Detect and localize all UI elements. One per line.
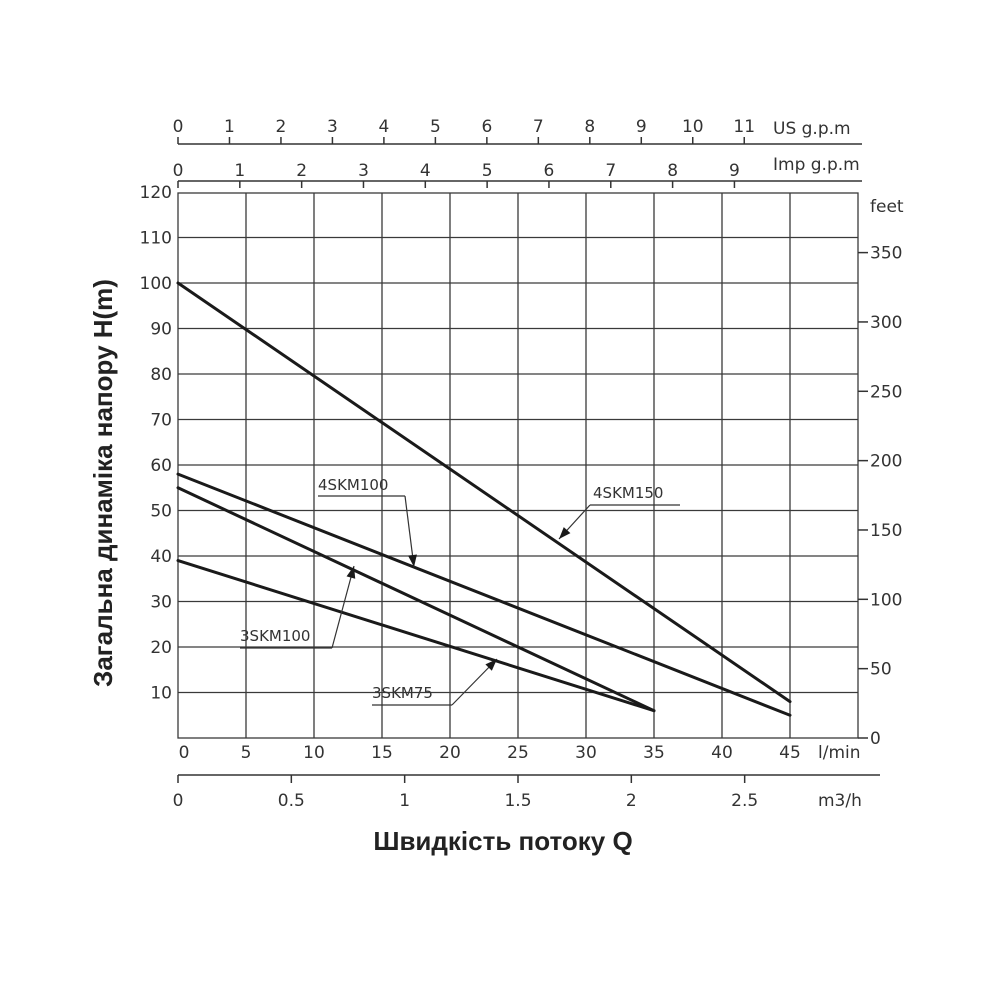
m3h-tick-label: 1.5 — [504, 791, 531, 811]
label-arrowhead — [559, 527, 571, 539]
us-gpm-tick-label: 4 — [378, 117, 389, 137]
series-line-4skm150 — [176, 281, 792, 704]
y-tick-label: 30 — [150, 593, 172, 613]
us-gpm-tick-label: 10 — [682, 117, 704, 137]
feet-tick-label: 150 — [870, 521, 902, 541]
series-line-3skm75 — [176, 559, 656, 713]
x-tick-label: 45 — [779, 743, 801, 763]
m3h-unit-label: m3/h — [818, 791, 862, 811]
series-line-4skm100 — [176, 472, 792, 717]
m3h-tick-label: 2 — [626, 791, 637, 811]
us-gpm-tick-label: 8 — [584, 117, 595, 137]
feet-tick-label: 0 — [870, 729, 881, 749]
x-tick-label: 20 — [439, 743, 461, 763]
us-gpm-tick-label: 0 — [173, 117, 184, 137]
y-tick-label: 110 — [140, 229, 172, 249]
us-gpm-tick-label: 2 — [276, 117, 287, 137]
y-tick-label: 90 — [150, 320, 172, 340]
y-tick-label: 80 — [150, 365, 172, 385]
series-label-3skm100: 3SKM100 — [240, 627, 310, 645]
x-axis-title: Швидкість потоку Q — [373, 826, 632, 856]
series-line-3skm100 — [176, 486, 656, 713]
us-gpm-tick-label: 6 — [481, 117, 492, 137]
m3h-tick-label: 0 — [173, 791, 184, 811]
axes — [177, 137, 880, 783]
imp-gpm-unit-label: Imp g.p.m — [773, 155, 860, 175]
grid — [177, 192, 859, 739]
label-leader-line — [331, 565, 355, 649]
imp-gpm-tick-label: 2 — [296, 161, 307, 181]
imp-gpm-tick-label: 4 — [420, 161, 431, 181]
feet-tick-label: 300 — [870, 313, 902, 333]
x-tick-label: 10 — [303, 743, 325, 763]
x-tick-label: 25 — [507, 743, 529, 763]
us-gpm-tick-label: 7 — [533, 117, 544, 137]
x-tick-label: 30 — [575, 743, 597, 763]
imp-gpm-tick-label: 3 — [358, 161, 369, 181]
feet-tick-label: 350 — [870, 244, 902, 264]
y-tick-label: 60 — [150, 456, 172, 476]
x-tick-label: 5 — [241, 743, 252, 763]
series-label-4skm150: 4SKM150 — [593, 484, 663, 502]
imp-gpm-tick-label: 8 — [667, 161, 678, 181]
m3h-tick-label: 1 — [399, 791, 410, 811]
x-tick-label: 0 — [179, 743, 190, 763]
imp-gpm-tick-label: 0 — [173, 161, 184, 181]
series-label-3skm75: 3SKM75 — [372, 684, 433, 702]
label-arrowhead — [408, 554, 417, 567]
label-arrowhead — [346, 566, 356, 579]
y-tick-label: 50 — [150, 502, 172, 522]
feet-tick-label: 50 — [870, 660, 892, 680]
y-tick-label: 40 — [150, 547, 172, 567]
imp-gpm-tick-label: 6 — [544, 161, 555, 181]
imp-gpm-tick-label: 9 — [729, 161, 740, 181]
us-gpm-tick-label: 1 — [224, 117, 235, 137]
m3h-tick-label: 0.5 — [278, 791, 305, 811]
us-gpm-unit-label: US g.p.m — [773, 119, 851, 139]
y-tick-label: 10 — [150, 684, 172, 704]
us-gpm-tick-label: 9 — [636, 117, 647, 137]
feet-tick-label: 200 — [870, 452, 902, 472]
y-tick-label: 100 — [140, 274, 172, 294]
y-tick-label: 20 — [150, 638, 172, 658]
x-tick-label: 15 — [371, 743, 393, 763]
y-tick-label: 120 — [140, 183, 172, 203]
us-gpm-tick-label: 11 — [733, 117, 755, 137]
imp-gpm-tick-label: 1 — [234, 161, 245, 181]
series-label-4skm100: 4SKM100 — [318, 476, 388, 494]
x-tick-label: 40 — [711, 743, 733, 763]
x-tick-label: 35 — [643, 743, 665, 763]
feet-tick-label: 250 — [870, 382, 902, 402]
us-gpm-tick-label: 5 — [430, 117, 441, 137]
feet-unit-label: feet — [870, 197, 904, 217]
imp-gpm-tick-label: 5 — [482, 161, 493, 181]
y-tick-label: 70 — [150, 411, 172, 431]
y-axis-title: Загальна динаміка напору H(m) — [88, 279, 118, 687]
m3h-tick-label: 2.5 — [731, 791, 758, 811]
label-arrowhead — [485, 659, 497, 671]
series-labels: 4SKM150 4SKM100 3SKM100 3SKM75 — [240, 476, 680, 706]
us-gpm-tick-label: 3 — [327, 117, 338, 137]
series-lines — [176, 281, 792, 717]
imp-gpm-tick-label: 7 — [605, 161, 616, 181]
lmin-unit-label: l/min — [818, 743, 861, 763]
feet-tick-label: 100 — [870, 590, 902, 610]
